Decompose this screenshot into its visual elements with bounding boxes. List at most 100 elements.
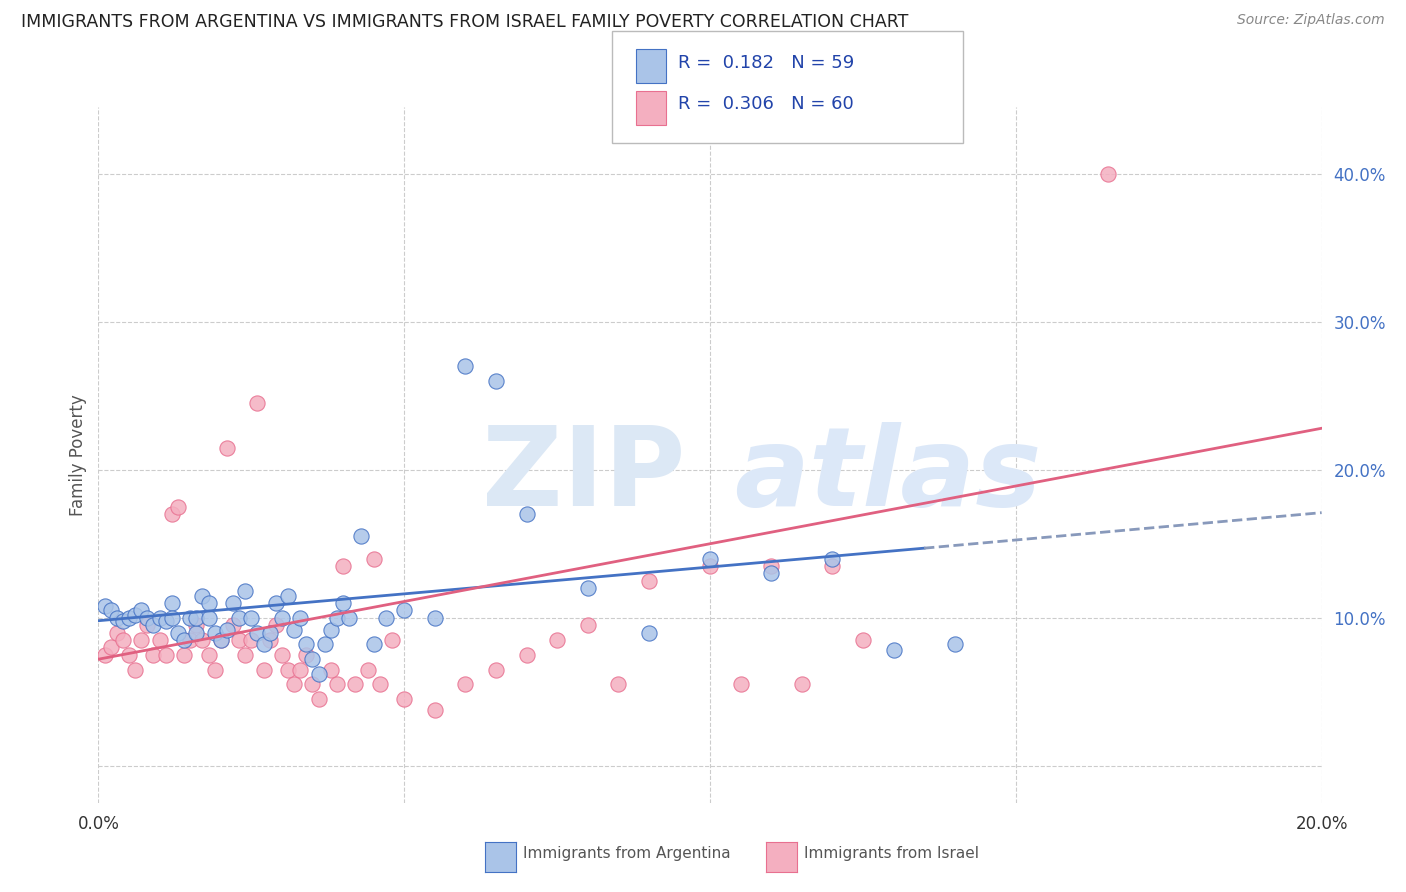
Point bbox=[191, 589, 214, 603]
Point bbox=[270, 611, 292, 625]
Point bbox=[368, 677, 391, 691]
Point bbox=[295, 648, 318, 662]
Point bbox=[246, 396, 269, 410]
Point bbox=[111, 632, 134, 647]
Point bbox=[173, 648, 195, 662]
Point bbox=[209, 632, 232, 647]
Point bbox=[160, 596, 183, 610]
Point bbox=[264, 596, 287, 610]
Point bbox=[167, 625, 190, 640]
Point bbox=[167, 500, 190, 514]
Point bbox=[423, 611, 446, 625]
Point bbox=[204, 625, 226, 640]
Point bbox=[160, 611, 183, 625]
Point bbox=[149, 611, 172, 625]
Text: R =  0.306   N = 60: R = 0.306 N = 60 bbox=[678, 95, 853, 113]
Point bbox=[314, 637, 336, 651]
Point bbox=[100, 640, 122, 655]
Point bbox=[326, 677, 349, 691]
Point bbox=[277, 663, 299, 677]
Point bbox=[576, 581, 599, 595]
Point bbox=[356, 663, 378, 677]
Point bbox=[142, 648, 165, 662]
Point bbox=[129, 603, 152, 617]
Point bbox=[222, 596, 245, 610]
Point bbox=[149, 632, 172, 647]
Point bbox=[332, 596, 354, 610]
Point bbox=[197, 648, 219, 662]
Point bbox=[374, 611, 396, 625]
Point bbox=[485, 374, 508, 388]
Point bbox=[93, 648, 115, 662]
Point bbox=[259, 632, 281, 647]
Point bbox=[337, 611, 360, 625]
Point bbox=[136, 618, 159, 632]
Point bbox=[186, 625, 208, 640]
Point bbox=[118, 648, 141, 662]
Point bbox=[454, 677, 477, 691]
Point bbox=[637, 574, 661, 588]
Point bbox=[883, 643, 905, 657]
Point bbox=[699, 551, 721, 566]
Text: IMMIGRANTS FROM ARGENTINA VS IMMIGRANTS FROM ISRAEL FAMILY POVERTY CORRELATION C: IMMIGRANTS FROM ARGENTINA VS IMMIGRANTS … bbox=[21, 13, 908, 31]
Point bbox=[228, 611, 250, 625]
Point bbox=[100, 603, 122, 617]
Y-axis label: Family Poverty: Family Poverty bbox=[69, 394, 87, 516]
Point bbox=[301, 652, 323, 666]
Point bbox=[209, 632, 232, 647]
Point bbox=[546, 632, 568, 647]
Point bbox=[204, 663, 226, 677]
Point bbox=[283, 677, 305, 691]
Point bbox=[246, 625, 269, 640]
Point bbox=[179, 632, 201, 647]
Point bbox=[252, 637, 274, 651]
Point bbox=[290, 663, 312, 677]
Text: Immigrants from Israel: Immigrants from Israel bbox=[804, 846, 979, 861]
Point bbox=[283, 623, 305, 637]
Point bbox=[454, 359, 477, 373]
Point bbox=[821, 558, 844, 573]
Point bbox=[155, 648, 177, 662]
Point bbox=[852, 632, 875, 647]
Point bbox=[392, 603, 416, 617]
Text: Source: ZipAtlas.com: Source: ZipAtlas.com bbox=[1237, 13, 1385, 28]
Point bbox=[759, 558, 782, 573]
Point bbox=[607, 677, 630, 691]
Point bbox=[105, 625, 128, 640]
Point bbox=[197, 611, 219, 625]
Point bbox=[363, 637, 385, 651]
Point bbox=[277, 589, 299, 603]
Point bbox=[233, 584, 256, 599]
Point bbox=[319, 623, 342, 637]
Point bbox=[240, 632, 263, 647]
Point bbox=[350, 529, 373, 543]
Point bbox=[222, 618, 245, 632]
Point bbox=[332, 558, 354, 573]
Point bbox=[136, 611, 159, 625]
Point bbox=[233, 648, 256, 662]
Point bbox=[228, 632, 250, 647]
Point bbox=[392, 692, 416, 706]
Point bbox=[821, 551, 844, 566]
Point bbox=[264, 618, 287, 632]
Point bbox=[308, 692, 330, 706]
Point bbox=[240, 611, 263, 625]
Point bbox=[259, 625, 281, 640]
Point bbox=[363, 551, 385, 566]
Point bbox=[252, 663, 274, 677]
Point bbox=[111, 614, 134, 628]
Point bbox=[326, 611, 349, 625]
Point bbox=[943, 637, 966, 651]
Point bbox=[319, 663, 342, 677]
Point bbox=[118, 611, 141, 625]
Point bbox=[301, 677, 323, 691]
Point bbox=[93, 599, 115, 613]
Point bbox=[124, 663, 146, 677]
Point bbox=[215, 623, 238, 637]
Point bbox=[699, 558, 721, 573]
Point bbox=[516, 648, 538, 662]
Point bbox=[270, 648, 292, 662]
Point bbox=[423, 702, 446, 716]
Point bbox=[381, 632, 404, 647]
Point bbox=[142, 618, 165, 632]
